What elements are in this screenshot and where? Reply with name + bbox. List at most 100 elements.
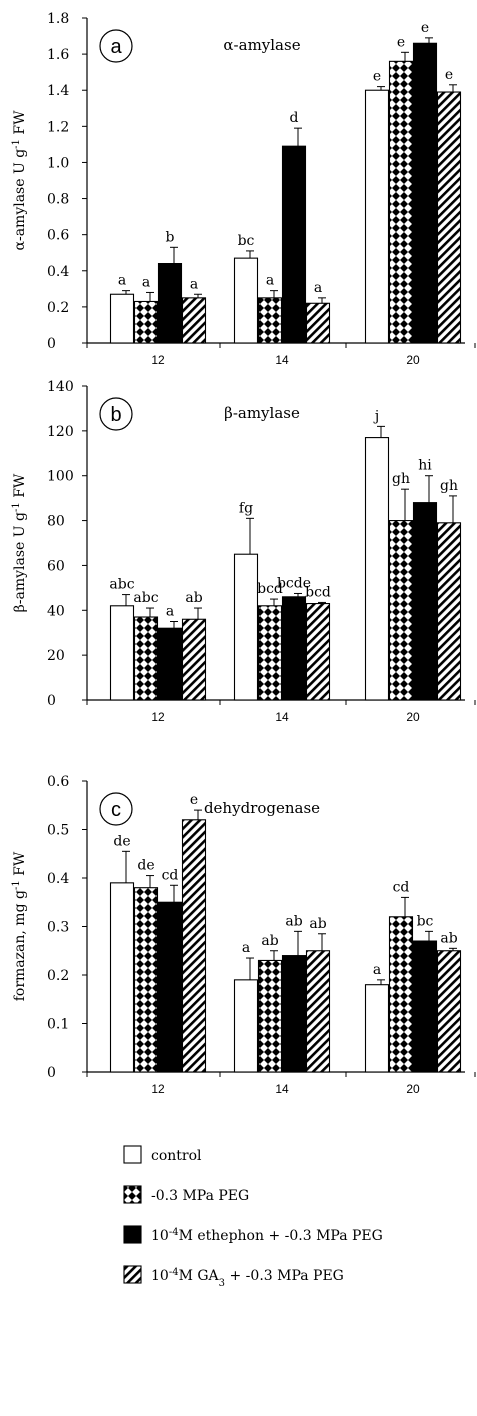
bar-peg: [257, 959, 283, 1073]
y-tick-label: 1.0: [47, 155, 69, 171]
bar-ga3: [181, 618, 207, 701]
bar-control: [233, 979, 259, 1073]
significance-letter: de: [137, 858, 154, 874]
bar-ethephon: [281, 145, 307, 344]
bar-ethephon: [412, 940, 438, 1073]
bar-peg: [388, 916, 414, 1073]
x-tick-label: 14: [275, 710, 289, 724]
bar-control: [109, 605, 135, 701]
panel-letter: b: [110, 404, 121, 426]
y-tick-label: 0.3: [47, 920, 69, 936]
x-tick-label: 12: [151, 353, 165, 367]
bar-ethephon: [412, 42, 438, 344]
significance-letter: de: [113, 833, 130, 849]
significance-letter: gh: [392, 471, 410, 487]
bar-control: [233, 553, 259, 701]
y-tick-label: 80: [47, 514, 65, 530]
significance-letter: a: [190, 276, 198, 292]
significance-letter: a: [118, 273, 126, 289]
y-tick-label: 0.4: [47, 871, 69, 887]
significance-letter: e: [373, 69, 381, 85]
bar-peg: [133, 300, 159, 344]
legend-label: control: [151, 1148, 202, 1164]
bar-ga3: [436, 91, 462, 344]
y-tick-label: 0.6: [47, 228, 69, 244]
significance-letter: d: [290, 110, 299, 126]
significance-letter: abc: [109, 577, 134, 593]
significance-letter: a: [373, 962, 381, 978]
bar-peg: [133, 887, 159, 1073]
y-tick-label: 20: [47, 648, 65, 664]
y-tick-label: 0.2: [47, 968, 69, 984]
bar-ga3: [436, 950, 462, 1073]
bar-control: [109, 293, 135, 344]
y-tick-label: 0: [47, 1065, 56, 1081]
legend-swatch: [123, 1225, 142, 1244]
panel-b: 0 20 40 60 80 100 120 140 12 14 20 β-amylase U g-1 …: [11, 379, 476, 724]
bar-ga3: [181, 819, 207, 1073]
significance-letter: fg: [239, 500, 253, 516]
significance-letter: a: [314, 280, 322, 296]
y-tick-label: 0.1: [47, 1017, 69, 1033]
significance-letter: e: [190, 792, 198, 808]
legend-item-peg: -0.3 MPa PEG: [123, 1185, 249, 1204]
bar-peg: [133, 616, 159, 701]
bar-ethephon: [157, 263, 183, 344]
significance-letter: bcde: [277, 575, 311, 591]
panel-letter: c: [111, 799, 121, 821]
significance-letter: gh: [440, 478, 458, 494]
bar-peg: [388, 520, 414, 701]
significance-letter: ab: [309, 916, 326, 932]
y-tick-label: 40: [47, 603, 65, 619]
y-tick-label: 1.6: [47, 47, 69, 63]
significance-letter: a: [142, 274, 150, 290]
panel-title: α-amylase: [223, 36, 300, 54]
significance-letter: ab: [440, 930, 457, 946]
significance-letter: e: [397, 34, 405, 50]
x-tick-label: 12: [151, 710, 165, 724]
y-tick-label: 140: [47, 379, 74, 395]
bar-ethephon: [412, 502, 438, 701]
x-tick-label: 14: [275, 353, 289, 367]
panel-letter-circle: [99, 29, 133, 63]
significance-letter: bc: [417, 913, 434, 929]
y-tick-label: 100: [47, 469, 74, 485]
y-tick-label: 0.6: [47, 774, 69, 790]
y-tick-label: 0.8: [47, 192, 69, 208]
x-tick-label: 20: [406, 1082, 420, 1096]
y-tick-label: 60: [47, 558, 65, 574]
panel-title: dehydrogenase: [204, 799, 320, 817]
legend-label: 10-4M GA3 + -0.3 MPa PEG: [151, 1267, 344, 1289]
significance-letter: a: [166, 604, 174, 620]
x-tick-label: 12: [151, 1082, 165, 1096]
y-axis-label: formazan, mg g-1 FW: [11, 851, 29, 1001]
y-tick-label: 0: [47, 693, 56, 709]
legend-swatch: [123, 1265, 142, 1284]
y-tick-label: 0: [47, 336, 56, 352]
legend-label: 10-4M ethephon + -0.3 MPa PEG: [151, 1227, 383, 1245]
y-axis-label: β-amylase U g-1 FW: [11, 473, 29, 612]
x-tick-label: 20: [406, 710, 420, 724]
significance-letter: bcd: [257, 581, 283, 597]
x-tick-label: 20: [406, 353, 420, 367]
bar-ga3: [181, 297, 207, 344]
legend-swatch: [123, 1145, 142, 1164]
bar-peg: [388, 60, 414, 344]
significance-letter: cd: [393, 879, 410, 895]
bar-peg: [257, 605, 283, 701]
bar-ga3: [305, 950, 331, 1073]
bar-ethephon: [157, 627, 183, 701]
legend-item-ga3: 10-4M GA3 + -0.3 MPa PEG: [123, 1265, 344, 1289]
y-tick-label: 120: [47, 424, 74, 440]
y-tick-label: 0.5: [47, 823, 69, 839]
panel-title: β-amylase: [224, 404, 300, 422]
legend-item-ethephon: 10-4M ethephon + -0.3 MPa PEG: [123, 1225, 383, 1245]
significance-letter: ab: [285, 913, 302, 929]
significance-letter: j: [373, 408, 379, 424]
bar-ethephon: [281, 955, 307, 1073]
significance-letter: e: [445, 67, 453, 83]
bar-peg: [257, 297, 283, 344]
significance-letter: b: [166, 229, 175, 245]
x-tick-label: 14: [275, 1082, 289, 1096]
